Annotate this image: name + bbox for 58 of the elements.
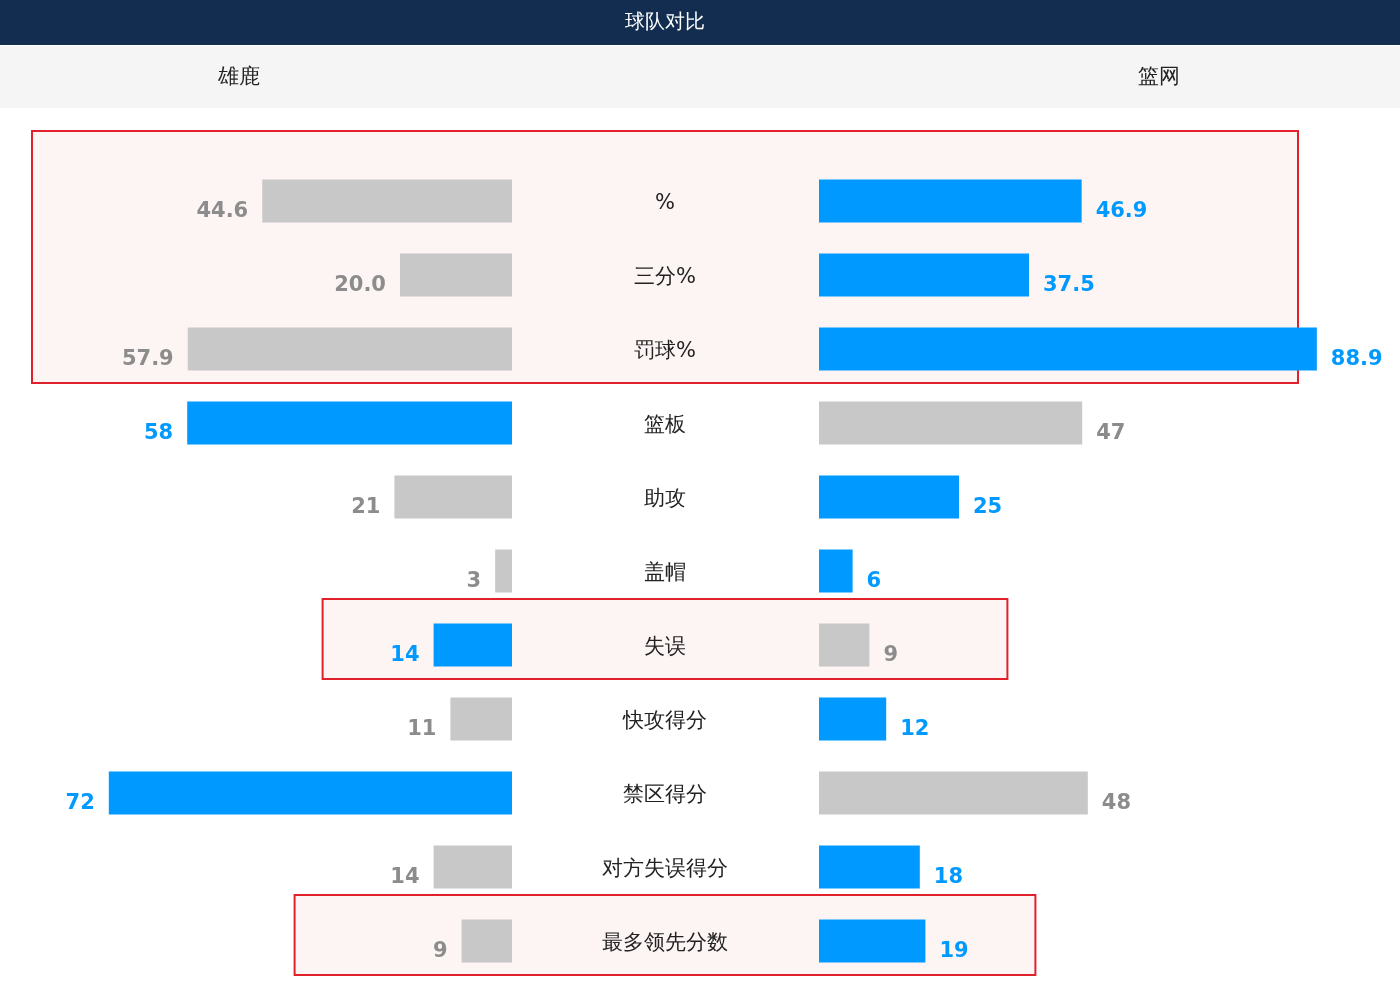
text: 球队对比 bbox=[625, 8, 705, 33]
bar bbox=[819, 549, 853, 593]
bar bbox=[262, 179, 512, 223]
y-tick-label: 三分% bbox=[634, 264, 696, 288]
data-label: 9 bbox=[432, 937, 448, 962]
data-label: 6 bbox=[866, 567, 882, 592]
y-tick-label: 助攻 bbox=[644, 486, 686, 510]
data-label: 44.6 bbox=[196, 197, 249, 222]
y-tick-label: 对方失误得分 bbox=[602, 856, 728, 880]
y-tick-label: 快攻得分 bbox=[622, 708, 707, 732]
bar bbox=[495, 549, 512, 593]
y-tick-label: 禁区得分 bbox=[623, 782, 707, 806]
y-tick-label: 盖帽 bbox=[644, 560, 686, 584]
data-label: 12 bbox=[900, 715, 930, 740]
data-label: 47 bbox=[1096, 419, 1126, 444]
data-label: 88.9 bbox=[1330, 345, 1383, 370]
bar bbox=[819, 771, 1088, 815]
data-label: 11 bbox=[407, 715, 437, 740]
bar bbox=[819, 919, 926, 963]
bar bbox=[819, 327, 1317, 371]
data-label: 25 bbox=[973, 493, 1003, 518]
bar bbox=[400, 253, 512, 297]
bar bbox=[461, 919, 512, 963]
data-label: 14 bbox=[390, 641, 420, 666]
data-label: 19 bbox=[939, 937, 969, 962]
bar bbox=[819, 253, 1029, 297]
y-tick-label: 失误 bbox=[644, 634, 686, 658]
bar bbox=[450, 697, 512, 741]
data-label: 14 bbox=[390, 863, 420, 888]
y-tick-label: 篮板 bbox=[644, 412, 686, 436]
bar bbox=[819, 845, 920, 889]
bar bbox=[187, 327, 512, 371]
text: 雄鹿 bbox=[217, 64, 260, 88]
data-label: 18 bbox=[933, 863, 964, 888]
bar bbox=[433, 623, 512, 667]
data-label: 20.0 bbox=[334, 271, 386, 296]
data-label: 3 bbox=[466, 567, 482, 592]
data-label: 9 bbox=[883, 641, 899, 666]
data-label: 72 bbox=[65, 789, 95, 814]
bar bbox=[819, 697, 887, 741]
data-label: 46.9 bbox=[1095, 197, 1148, 222]
y-tick-label: 最多领先分数 bbox=[602, 930, 728, 954]
data-label: 37.5 bbox=[1043, 271, 1095, 296]
data-label: 21 bbox=[351, 493, 381, 518]
bar bbox=[108, 771, 512, 815]
bar bbox=[819, 179, 1082, 223]
bar bbox=[819, 401, 1083, 445]
text: 篮网 bbox=[1138, 64, 1180, 88]
bar bbox=[819, 623, 870, 667]
y-tick-label: % bbox=[655, 190, 675, 214]
bar bbox=[394, 475, 512, 519]
bar bbox=[433, 845, 512, 889]
data-label: 48 bbox=[1101, 789, 1132, 814]
bar bbox=[187, 401, 512, 445]
y-tick-label: 罚球% bbox=[634, 338, 696, 362]
bar bbox=[819, 475, 959, 519]
data-label: 58 bbox=[143, 419, 174, 444]
data-label: 57.9 bbox=[121, 345, 174, 370]
